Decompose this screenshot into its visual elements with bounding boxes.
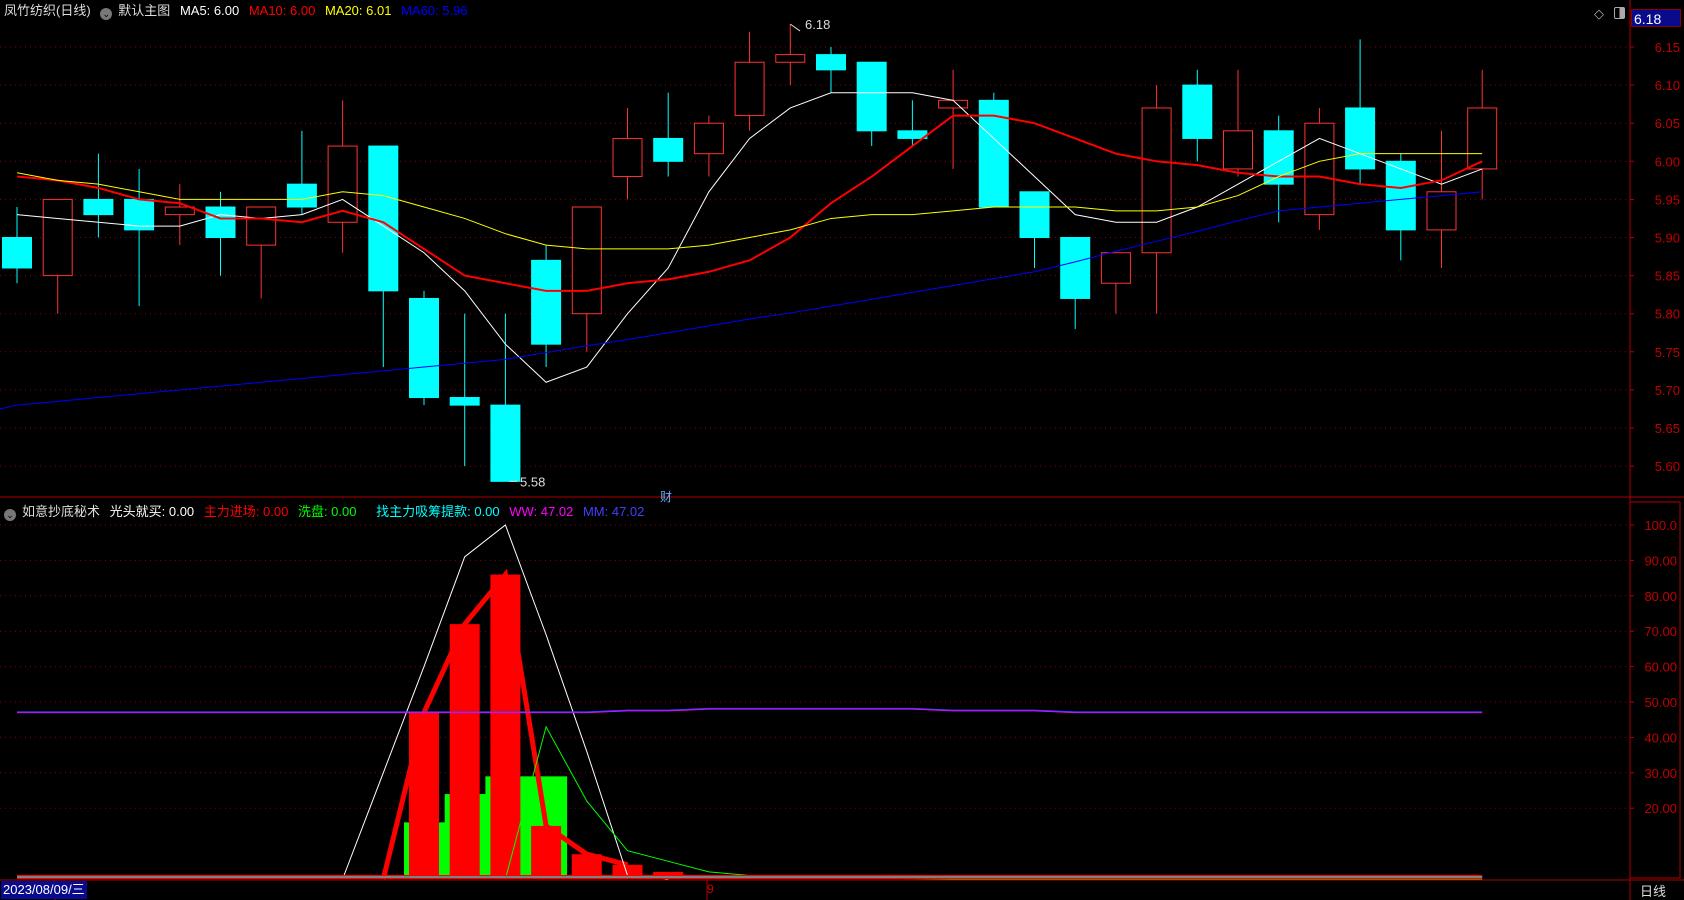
- ma60-value: MA60: 5.96: [401, 3, 468, 18]
- price-tick-label: 5.65: [1655, 421, 1680, 436]
- green-line: [504, 725, 1483, 880]
- candle-up: [938, 99, 969, 109]
- month-marker: 9: [707, 882, 714, 896]
- indicator-axis-frame: [1629, 501, 1681, 879]
- candle-up: [1467, 107, 1498, 170]
- candle-down: [531, 259, 562, 345]
- ma-line-ma20: [16, 153, 1483, 250]
- mm-line: [17, 707, 1483, 713]
- ma-line-ma10: [16, 114, 1483, 292]
- candle-up: [775, 54, 806, 63]
- ma-line-ma60: [0, 191, 1483, 410]
- zljc-value: 主力进场: 0.00: [203, 504, 289, 519]
- candle-up: [571, 206, 602, 315]
- candle-up: [1141, 107, 1172, 254]
- high-arrow: [790, 23, 801, 32]
- zhuli-bar: [490, 574, 521, 879]
- candle-up: [1304, 122, 1335, 216]
- zzl-value: 找主力吸筹提款: 0.00: [376, 504, 500, 519]
- chart-name[interactable]: 默认主图: [118, 3, 171, 18]
- price-tick-label: 5.75: [1655, 345, 1680, 360]
- candle-up: [164, 206, 195, 216]
- gtjm-value: 光头就买: 0.00: [109, 504, 195, 519]
- current-price-tag: 6.18: [1631, 9, 1681, 27]
- indicator-plot: [17, 524, 1483, 880]
- price-tick-label: 5.85: [1655, 269, 1680, 284]
- ww-value: WW: 47.02: [509, 504, 574, 519]
- top-right-icons: ◇: [1594, 6, 1625, 22]
- indicator-tick-label: 20.00: [1644, 801, 1677, 816]
- price-tick-label: 5.60: [1655, 459, 1680, 474]
- candle-down: [368, 145, 399, 292]
- candle-down: [1385, 160, 1416, 231]
- candle-up: [246, 206, 277, 246]
- candles: [2, 24, 1498, 482]
- ma-lines: [0, 23, 1483, 482]
- indicator-tick-label: 60.00: [1644, 660, 1677, 675]
- candle-up: [734, 61, 765, 117]
- low-price-label: 5.58: [520, 474, 545, 489]
- price-tick-label: 6.10: [1655, 78, 1680, 93]
- price-tick-label: 5.80: [1655, 307, 1680, 322]
- price-tick-label: 6.05: [1655, 116, 1680, 131]
- zhuli-bar: [449, 624, 480, 879]
- indicator-tick-label: 80.00: [1644, 589, 1677, 604]
- xp-value: 洗盘: 0.00: [297, 504, 357, 519]
- cycle-button[interactable]: 日线: [1640, 884, 1667, 899]
- candle-down: [449, 397, 480, 406]
- candle-down: [816, 54, 846, 71]
- candle-down: [1060, 237, 1091, 299]
- ma20-value: MA20: 6.01: [324, 3, 392, 18]
- finance-marker[interactable]: 财: [660, 490, 673, 504]
- stock-name: 凤竹纺织(日线): [4, 3, 91, 18]
- chevron-down-icon[interactable]: ⌄: [4, 509, 16, 521]
- candle-down: [286, 183, 317, 208]
- candle-down: [490, 404, 521, 482]
- candle-down: [83, 198, 114, 216]
- main-legend: 凤竹纺织(日线) ⌄ 默认主图 MA5: 6.00 MA10: 6.00 MA20…: [4, 2, 474, 20]
- candle-down: [653, 137, 684, 162]
- ma10-value: MA10: 6.00: [248, 3, 316, 18]
- candle-up: [693, 122, 724, 155]
- price-axis: 6.15 6.10 6.05 6.00 5.95 5.90 5.85 5.80 5.75 5.70…: [1630, 40, 1680, 474]
- mm-value: MM: 47.02: [582, 504, 645, 519]
- price-tick-label: 5.95: [1655, 192, 1680, 207]
- indicator-tick-label: 100.0: [1644, 518, 1677, 533]
- diamond-icon[interactable]: ◇: [1594, 6, 1604, 21]
- zhuli-bar: [409, 712, 439, 879]
- high-price-label: 6.18: [805, 17, 830, 32]
- indicator-tick-label: 30.00: [1644, 766, 1677, 781]
- indicator-tick-label: 90.00: [1644, 553, 1677, 568]
- candle-down: [2, 237, 32, 269]
- cursor-date: 2023/08/09/三: [1, 881, 87, 899]
- indicator-tick-label: 50.00: [1644, 695, 1677, 710]
- candle-up: [1223, 130, 1253, 170]
- indicator-axis: 100.0 90.00 80.00 70.00 60.00 50.00 40.00 30.00…: [1630, 518, 1677, 816]
- candle-up: [1426, 191, 1457, 231]
- candle-down: [1345, 107, 1376, 170]
- indicator-tick-label: 70.00: [1644, 624, 1677, 639]
- chevron-down-icon[interactable]: ⌄: [100, 8, 113, 20]
- ww-line: [17, 708, 1483, 714]
- candle-down: [856, 61, 887, 132]
- candle-down: [205, 206, 236, 239]
- candle-up: [42, 198, 73, 277]
- candle-down: [409, 297, 439, 399]
- price-tick-label: 6.15: [1655, 40, 1680, 55]
- price-tick-label: 6.00: [1655, 154, 1680, 169]
- price-tick-label: 5.90: [1655, 231, 1680, 246]
- indicator-legend: ⌄ 如意抄底秘术 光头就买: 0.00 主力进场: 0.00 洗盘: 0.00 找…: [4, 503, 650, 521]
- candle-up: [1100, 252, 1131, 284]
- candle-down: [1182, 84, 1213, 139]
- price-tick-label: 5.70: [1655, 383, 1680, 398]
- indicator-tick-label: 40.00: [1644, 730, 1677, 745]
- candle-down: [1019, 191, 1050, 238]
- indicator-name[interactable]: 如意抄底秘术: [22, 504, 101, 519]
- candle-up: [612, 137, 643, 178]
- panel-toggle-icon[interactable]: [1613, 7, 1625, 19]
- candle-up: [327, 145, 358, 223]
- ma5-value: MA5: 6.00: [179, 3, 240, 18]
